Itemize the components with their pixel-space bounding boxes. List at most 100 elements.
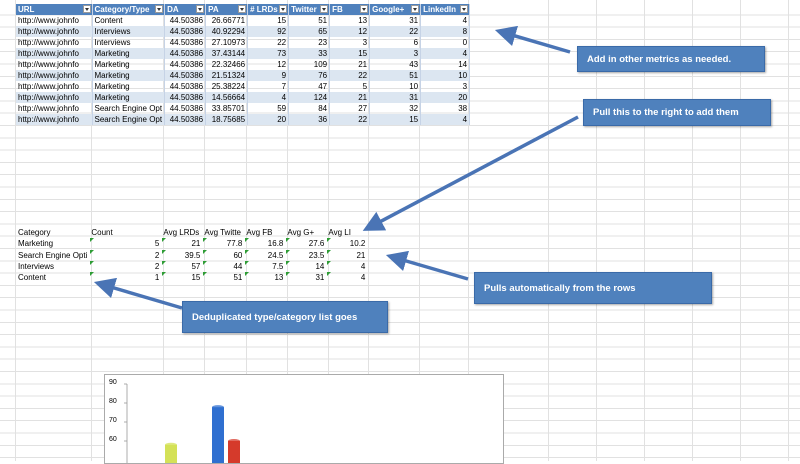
summary-cell[interactable]: 15 [161,272,202,283]
table-cell[interactable]: 47 [288,81,331,92]
summary-cell[interactable]: 4 [326,272,367,283]
summary-cell[interactable]: 77.8 [202,238,244,249]
summary-cell[interactable]: 1 [89,272,161,283]
table-cell[interactable]: http://www.johnfo [16,92,93,103]
table-cell[interactable]: 26.66771 [205,15,249,26]
table-row[interactable]: http://www.johnfo Search Engine Opt 44.503… [16,114,471,125]
table-cell[interactable]: 44.50386 [164,37,207,48]
column-header[interactable]: URL [16,4,93,15]
table-cell[interactable]: Marketing [92,48,166,59]
table-cell[interactable]: http://www.johnfo [16,70,93,81]
table-cell[interactable]: 44.50386 [164,59,207,70]
table-row[interactable]: http://www.johnfo Marketing 44.50386 25.382… [16,81,471,92]
table-cell[interactable]: 27 [329,103,371,114]
column-header[interactable]: Twitter [288,4,331,15]
table-cell[interactable]: 5 [329,81,371,92]
table-cell[interactable]: 40.92294 [205,26,249,37]
summary-cell[interactable]: 2 [89,260,161,272]
table-cell[interactable]: 14.56664 [205,92,249,103]
table-row[interactable]: http://www.johnfo Marketing 44.50386 37.431… [16,48,471,59]
table-cell[interactable]: 13 [329,15,371,26]
summary-cell[interactable]: 5 [89,238,161,249]
column-header[interactable]: Google+ [369,4,422,15]
table-cell[interactable]: 4 [420,15,471,26]
table-cell[interactable]: 14 [420,59,471,70]
filter-dropdown-icon[interactable] [155,5,164,13]
table-cell[interactable]: 27.10973 [205,37,249,48]
table-cell[interactable]: 44.50386 [164,26,207,37]
table-cell[interactable]: 4 [247,92,290,103]
table-cell[interactable]: 3 [369,48,422,59]
summary-cell[interactable]: 4 [326,260,367,272]
summary-cell[interactable]: 16.8 [244,238,285,249]
table-cell[interactable]: 31 [369,92,422,103]
table-cell[interactable]: 22 [369,26,422,37]
table-cell[interactable]: 6 [369,37,422,48]
chart-bar[interactable] [165,444,177,463]
filter-dropdown-icon[interactable] [82,5,91,13]
table-cell[interactable]: http://www.johnfo [16,48,93,59]
summary-cell[interactable]: 24.5 [244,249,285,261]
summary-cell[interactable]: 60 [202,249,244,261]
summary-header[interactable]: Avg LI [328,228,351,237]
summary-header[interactable]: Avg FB [246,228,273,237]
summary-header[interactable]: Avg LRDs [163,228,200,237]
table-cell[interactable]: 22 [247,37,290,48]
chart-bar[interactable] [212,407,224,463]
table-cell[interactable]: 3 [420,81,471,92]
summary-cell[interactable]: Marketing [16,238,89,249]
table-cell[interactable]: 109 [288,59,331,70]
table-cell[interactable]: 25.38224 [205,81,249,92]
summary-cell[interactable]: 14 [285,260,326,272]
chart-bar[interactable] [228,441,240,463]
summary-cell[interactable]: 7.5 [244,260,285,272]
table-cell[interactable]: 76 [288,70,331,81]
table-cell[interactable]: 12 [329,26,371,37]
summary-cell[interactable]: 10.2 [326,238,367,249]
table-row[interactable]: http://www.johnfo Content 44.50386 26.66771… [16,15,471,26]
table-cell[interactable]: 36 [288,114,331,125]
table-cell[interactable]: 23 [288,37,331,48]
summary-cell[interactable]: 44 [202,260,244,272]
table-cell[interactable]: 44.50386 [164,70,207,81]
table-cell[interactable]: 4 [420,114,471,125]
table-cell[interactable]: 8 [420,26,471,37]
summary-cell[interactable]: Content [16,272,89,283]
table-cell[interactable]: 65 [288,26,331,37]
table-cell[interactable]: 4 [420,48,471,59]
table-cell[interactable]: http://www.johnfo [16,114,93,125]
table-cell[interactable]: 20 [420,92,471,103]
table-cell[interactable]: 73 [247,48,290,59]
summary-cell[interactable]: 2 [89,249,161,261]
table-cell[interactable]: 22 [329,70,371,81]
table-cell[interactable]: http://www.johnfo [16,103,93,114]
filter-dropdown-icon[interactable] [460,5,469,13]
table-cell[interactable]: 38 [420,103,471,114]
table-cell[interactable]: Interviews [92,26,166,37]
summary-header[interactable]: Avg G+ [287,228,315,237]
table-cell[interactable]: http://www.johnfo [16,59,93,70]
column-header[interactable]: DA [164,4,207,15]
summary-header[interactable]: Avg Twitte [204,228,241,237]
table-cell[interactable]: 7 [247,81,290,92]
table-cell[interactable]: 124 [288,92,331,103]
summary-cell[interactable]: 27.6 [285,238,326,249]
table-cell[interactable]: 22.32466 [205,59,249,70]
table-row[interactable]: http://www.johnfo Marketing 44.50386 14.566… [16,92,471,103]
summary-cell[interactable]: 21 [326,249,367,261]
table-cell[interactable]: Content [92,15,166,26]
table-cell[interactable]: 44.50386 [164,81,207,92]
filter-dropdown-icon[interactable] [411,5,420,13]
table-row[interactable]: http://www.johnfo Marketing 44.50386 21.513… [16,70,471,81]
column-header[interactable]: PA [205,4,249,15]
table-row[interactable]: http://www.johnfo Interviews 44.50386 27.10… [16,37,471,48]
table-cell[interactable]: Interviews [92,37,166,48]
table-cell[interactable]: 12 [247,59,290,70]
table-cell[interactable]: 37.43144 [205,48,249,59]
table-cell[interactable]: 84 [288,103,331,114]
table-cell[interactable]: 44.50386 [164,92,207,103]
table-cell[interactable]: 10 [420,70,471,81]
table-cell[interactable]: 92 [247,26,290,37]
summary-row[interactable]: Interviews 2 57 44 7.5 14 4 [16,260,367,272]
summary-cell[interactable]: Search Engine Opti [16,250,89,261]
